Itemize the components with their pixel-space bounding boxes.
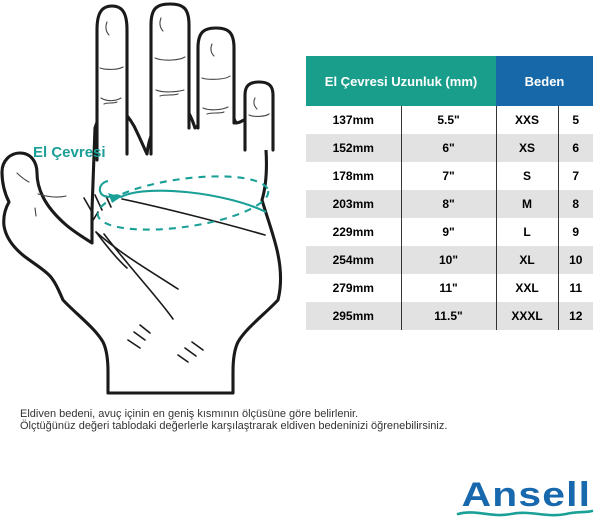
svg-text:Ansell: Ansell (462, 475, 592, 513)
svg-text:El Çevresi: El Çevresi (33, 144, 106, 161)
